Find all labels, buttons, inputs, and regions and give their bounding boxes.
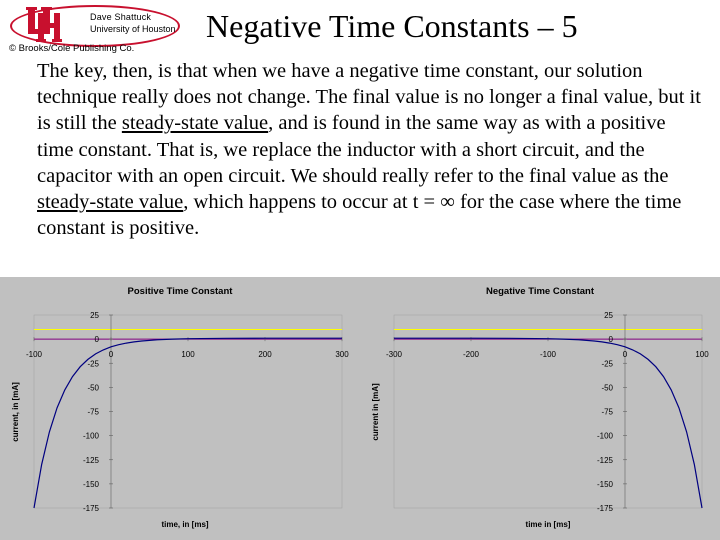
slide-body: The key, then, is that when we have a ne… [37, 58, 707, 241]
plot-area [33, 314, 343, 509]
x-tick-label: 100 [695, 350, 709, 359]
y-axis-label: current in [mA] [371, 383, 380, 441]
chart-title: Negative Time Constant [486, 286, 595, 297]
y-tick-label: -175 [597, 504, 614, 513]
y-tick-label: -25 [601, 359, 613, 368]
y-tick-label: 25 [90, 311, 99, 320]
logo-author: Dave Shattuck [90, 12, 152, 22]
uh-emblem-icon [26, 7, 62, 42]
current-curve-series [394, 337, 703, 509]
body-text-2: , and is found in the same way as with a… [37, 112, 669, 187]
y-tick-label: -100 [83, 432, 100, 441]
y-tick-label: -50 [87, 383, 99, 392]
steady-state-term-2: steady-state value [37, 191, 184, 214]
y-tick-label: -150 [83, 480, 100, 489]
x-axis-label: time, in [ms] [161, 520, 208, 529]
steady-state-term-1: steady-state value [121, 112, 269, 135]
y-tick-label: -125 [83, 456, 100, 465]
x-axis-label: time in [ms] [526, 520, 571, 529]
x-tick-label: 100 [181, 350, 195, 359]
x-tick-label: -200 [463, 350, 480, 359]
logo-copyright: © Brooks/Cole Publishing Co. [9, 43, 135, 54]
x-tick-label: 0 [623, 350, 628, 359]
plot-area [393, 314, 703, 509]
x-tick-label: 200 [258, 350, 272, 359]
y-tick-label: -100 [597, 432, 614, 441]
y-tick-label: -50 [601, 383, 613, 392]
y-tick-label: -150 [597, 480, 614, 489]
current-curve-series [33, 337, 342, 509]
x-tick-label: -100 [26, 350, 43, 359]
chart-title: Positive Time Constant [128, 286, 234, 297]
positive-time-constant-chart: Positive Time Constant time, in [ms] cur… [11, 286, 349, 529]
negative-time-constant-chart: Negative Time Constant time in [ms] curr… [371, 286, 709, 529]
x-tick-label: -100 [540, 350, 557, 359]
logo-university: University of Houston [90, 24, 176, 34]
y-tick-label: -25 [87, 359, 99, 368]
y-tick-label: -125 [597, 456, 614, 465]
y-tick-label: -75 [87, 408, 99, 417]
body-text-1: The key, then, is that when we have a ne… [37, 60, 701, 135]
y-tick-label: 0 [95, 335, 100, 344]
x-tick-label: 300 [335, 350, 349, 359]
charts-area: Positive Time Constant time, in [ms] cur… [0, 277, 720, 540]
y-axis-label: current, in [mA] [11, 382, 20, 442]
y-tick-label: 0 [609, 335, 614, 344]
slide-title: Negative Time Constants – 5 [206, 8, 578, 44]
body-text-3: , which happens to occur at t = ∞ for th… [37, 191, 682, 240]
y-tick-label: 25 [604, 311, 613, 320]
x-tick-label: -300 [386, 350, 403, 359]
uh-logo: Dave Shattuck University of Houston © Br… [4, 3, 184, 54]
y-tick-label: -175 [83, 504, 100, 513]
x-tick-label: 0 [109, 350, 114, 359]
logo-oval [10, 5, 180, 47]
y-tick-label: -75 [601, 408, 613, 417]
